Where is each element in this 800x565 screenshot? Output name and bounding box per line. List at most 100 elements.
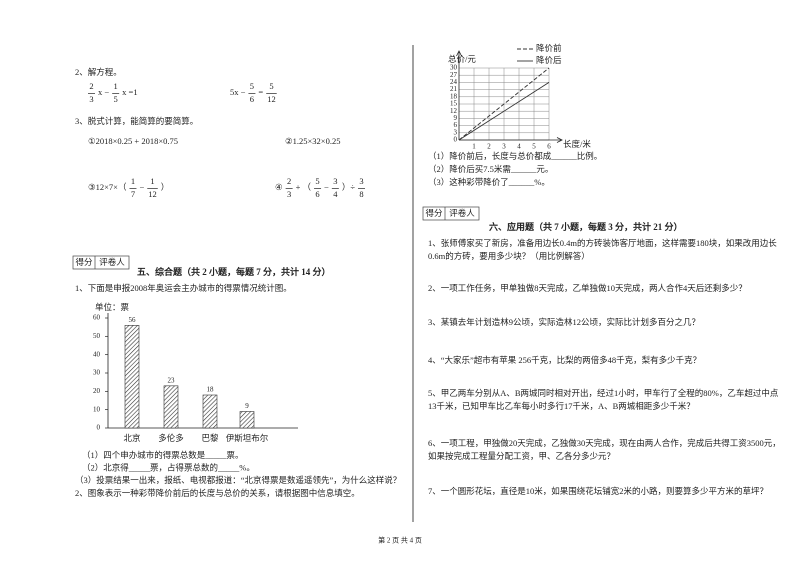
- bar-value-label: 9: [245, 402, 249, 410]
- question-text: 7、一个圆形花坛，直径是10米，如果围绕花坛铺宽2米的小路，则要算多少平方米的草…: [428, 486, 768, 496]
- question-text: 3、某镇去年计划造林9公顷，实际造林12公顷，实际比计划多百分之几？: [428, 317, 700, 327]
- expression-text: =: [258, 87, 263, 97]
- y-tick-label: 20: [93, 387, 101, 395]
- score-label: 得分: [75, 257, 93, 267]
- question-title: 2、解方程。: [75, 67, 122, 77]
- question-text: 2、一项工作任务，甲单独做8天完成，乙单独做10天完成，两人合作4天后还剩多少？: [428, 283, 747, 293]
- denominator: 5: [114, 94, 118, 104]
- denominator: 6: [250, 94, 254, 104]
- question-text: 0.6m的方砖，要用多少块？（用比例解答）: [428, 251, 590, 261]
- question-text: 1、张师傅家买了新房，准备用边长0.4m的方砖装饰客厅地面，这样需要180块，如…: [428, 238, 777, 248]
- y-tick-label: 0: [454, 136, 458, 144]
- section-heading: 六、应用题（共 7 小题，每题 3 分，共计 21 分）: [489, 221, 683, 232]
- x-tick-label: 6: [547, 143, 551, 151]
- bar: [202, 394, 218, 429]
- x-axis-arrow: [556, 137, 563, 143]
- y-tick-label: 30: [450, 64, 458, 72]
- x-tick-label: 1: [472, 143, 476, 151]
- numerator: 1: [131, 176, 135, 186]
- denominator: 12: [148, 189, 157, 199]
- x-tick-label: 多伦多: [158, 433, 184, 443]
- sub-question: （2）北京得_____票，占得票总数的_____%。: [82, 462, 255, 472]
- question-text: 4、“大家乐”超市有苹果 256千克，比梨的两倍多48千克，梨有多少千克？: [428, 355, 701, 365]
- page-footer: 第 2 页 共 4 页: [378, 536, 422, 545]
- question-text: 2、图象表示一种彩带降价前后的长度与总价的关系，请根据图中信息填空。: [75, 488, 360, 498]
- numerator: 5: [269, 81, 273, 91]
- numerator: 1: [150, 176, 154, 186]
- x-tick-label: 伊斯坦布尔: [226, 433, 269, 443]
- expression-text: ）: [161, 182, 170, 192]
- expression-text: ④: [275, 182, 283, 192]
- denominator: 3: [287, 189, 291, 199]
- grader-label: 评卷人: [449, 208, 475, 218]
- denominator: 4: [333, 189, 338, 199]
- x-tick-label: 巴黎: [201, 433, 219, 443]
- sub-question: （1）四个申办城市的得票总数是_____票。: [82, 450, 244, 460]
- question-text: 如果按完成工程量分配工资，甲、乙各分多少元？: [428, 451, 615, 461]
- expression-text: ①2018×0.25 + 2018×0.75: [88, 136, 178, 146]
- legend-label: 降价后: [536, 55, 562, 65]
- bar-value-label: 18: [207, 386, 215, 394]
- bar: [239, 411, 255, 429]
- y-tick-label: 50: [93, 332, 101, 340]
- chart-unit: 单位：票: [95, 302, 130, 312]
- legend-label: 降价前: [536, 43, 562, 53]
- numerator: 5: [315, 176, 319, 186]
- expression-text: ②1.25×32×0.25: [285, 136, 340, 146]
- sub-question: （2）降价后买7.5米需______元。: [428, 164, 553, 174]
- denominator: 7: [131, 189, 135, 199]
- x-tick-label: 5: [532, 143, 536, 151]
- y-axis-arrow: [456, 50, 462, 57]
- series-line: [458, 67, 550, 141]
- x-axis-label: 长度/米: [563, 139, 591, 149]
- x-tick-label: 4: [517, 143, 521, 151]
- expression-text: 5x −: [230, 87, 246, 97]
- grader-label: 评卷人: [99, 257, 125, 267]
- y-tick-label: 40: [93, 350, 101, 358]
- numerator: 5: [250, 81, 254, 91]
- y-tick-label: 12: [450, 107, 458, 115]
- y-axis-label: 总价/元: [448, 54, 476, 64]
- numerator: 3: [359, 176, 363, 186]
- x-tick-label: 3: [502, 143, 506, 151]
- numerator: 2: [287, 176, 291, 186]
- y-tick-label: 0: [97, 424, 101, 432]
- expression-text: + （: [296, 182, 312, 192]
- y-tick-label: 60: [93, 314, 101, 322]
- sub-question: （3）投票结果一出来，报纸、电视都报道：“北京得票是数遥遥领先”，为什么这样说？: [75, 475, 401, 485]
- sub-question: （3）这种彩带降价了______%。: [428, 177, 550, 187]
- series-line: [458, 82, 550, 141]
- denominator: 8: [359, 189, 363, 199]
- bar: [124, 325, 140, 429]
- question-text: 5、甲乙两车分别从A、B两城同时相对开出，经过1小时，甲车行了全程的80%，乙车…: [428, 388, 779, 398]
- numerator: 2: [89, 81, 93, 91]
- question-text: 13千米，已知甲车比乙车每小时多行17千米，A、B两城相距多少千米？: [428, 401, 695, 411]
- bar-value-label: 23: [168, 376, 176, 384]
- y-tick-label: 30: [93, 369, 101, 377]
- expression-text: −: [139, 182, 144, 192]
- section-heading: 五、综合题（共 2 小题，每题 7 分，共计 14 分）: [137, 266, 331, 277]
- question-text: 6、一项工程，甲独做20天完成，乙独做30天完成，现在由两人合作，完成后共得工资…: [428, 438, 781, 448]
- y-tick-label: 27: [450, 71, 458, 79]
- score-label: 得分: [425, 208, 443, 218]
- y-tick-label: 24: [450, 78, 458, 86]
- x-tick-label: 2: [487, 143, 491, 151]
- y-tick-label: 3: [454, 128, 458, 136]
- expression-text: −: [324, 182, 329, 192]
- numerator: 3: [333, 176, 337, 186]
- numerator: 1: [114, 81, 118, 91]
- denominator: 6: [315, 189, 319, 199]
- bar-value-label: 56: [129, 316, 137, 324]
- sub-question: （1）降价前后，长度与总价都成______比例。: [428, 151, 602, 161]
- bar: [163, 385, 179, 429]
- x-tick-label: 北京: [123, 433, 140, 443]
- expression-text: x −: [98, 87, 109, 97]
- expression-text: ③12×7×（: [88, 182, 127, 192]
- denominator: 3: [89, 94, 93, 104]
- denominator: 12: [267, 94, 276, 104]
- expression-text: x =1: [122, 87, 137, 97]
- score-box: [72, 255, 130, 270]
- expression-text: ）÷: [342, 182, 356, 192]
- score-box: [422, 206, 480, 221]
